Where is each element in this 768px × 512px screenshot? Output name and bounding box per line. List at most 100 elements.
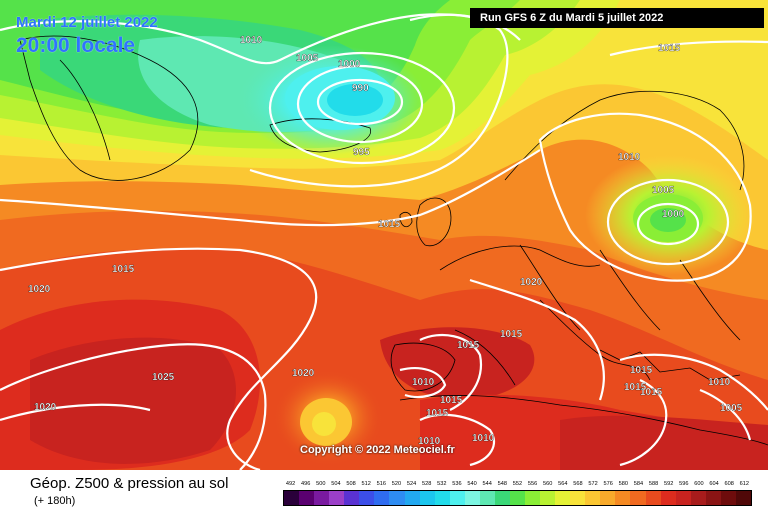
legend-value: 536 <box>452 481 462 487</box>
legend-value: 560 <box>543 481 553 487</box>
pressure-label: 1015 <box>500 329 523 340</box>
legend-swatch <box>344 491 360 505</box>
pressure-label: 1010 <box>618 152 641 163</box>
forecast-time: 20:00 locale <box>16 34 136 57</box>
legend-swatch <box>630 491 646 505</box>
legend-color-bar <box>283 490 752 506</box>
pressure-label: 1010 <box>418 436 441 447</box>
legend-swatch <box>479 491 495 505</box>
legend-value: 548 <box>497 481 507 487</box>
legend-swatch <box>359 491 375 505</box>
legend-swatch <box>555 491 571 505</box>
legend-value: 568 <box>573 481 583 487</box>
legend-swatch <box>585 491 601 505</box>
legend-swatch <box>690 491 706 505</box>
pressure-label: 1015 <box>457 340 480 351</box>
pressure-label: 1020 <box>34 402 57 413</box>
map-title: Géop. Z500 & pression au sol <box>30 475 229 492</box>
legend-swatch <box>705 491 721 505</box>
legend-value: 576 <box>603 481 613 487</box>
legend-swatch <box>464 491 480 505</box>
pressure-label: 1000 <box>338 59 361 70</box>
legend-swatch <box>434 491 450 505</box>
pressure-label: 1015 <box>440 395 463 406</box>
pressure-label: 1005 <box>296 53 319 64</box>
legend-value: 524 <box>406 481 417 487</box>
pressure-labels: 1010 1005 1000 990 995 1015 1010 1005 10… <box>28 35 743 447</box>
legend-swatch <box>509 491 525 505</box>
legend-swatch <box>494 491 510 505</box>
legend-value: 500 <box>316 481 326 487</box>
legend-value: 612 <box>739 481 749 487</box>
legend-value: 496 <box>301 481 311 487</box>
legend-value: 552 <box>512 481 523 487</box>
legend-value: 592 <box>664 481 674 487</box>
legend-value: 584 <box>633 481 644 487</box>
pressure-label: 1020 <box>520 277 543 288</box>
legend-swatch <box>735 491 751 505</box>
pressure-label: 1015 <box>112 264 135 275</box>
pressure-label: 995 <box>353 147 370 158</box>
weather-map: 1010 1005 1000 990 995 1015 1010 1005 10… <box>0 0 768 470</box>
pressure-label: 1010 <box>472 433 495 444</box>
legend-value: 580 <box>618 481 628 487</box>
legend-swatch <box>374 491 390 505</box>
legend-value: 528 <box>422 481 432 487</box>
legend-value: 492 <box>285 481 296 487</box>
legend-value: 520 <box>391 481 402 487</box>
legend-value: 504 <box>331 481 341 487</box>
pressure-label: 1000 <box>662 209 685 220</box>
legend-swatch <box>600 491 616 505</box>
pressure-label: 1010 <box>412 377 435 388</box>
legend-swatch <box>540 491 556 505</box>
pressure-label: 1015 <box>658 43 681 54</box>
legend-swatch <box>329 491 345 505</box>
forecast-lead-time: (+ 180h) <box>34 495 76 507</box>
legend-swatch <box>525 491 541 505</box>
legend-value: 588 <box>648 481 659 487</box>
pressure-label: 1005 <box>720 403 743 414</box>
legend-value: 600 <box>694 481 704 487</box>
pressure-label: 1020 <box>292 368 315 379</box>
legend-value: 540 <box>467 481 477 487</box>
copyright-notice: Copyright © 2022 Meteociel.fr <box>300 444 455 456</box>
pressure-label: 990 <box>352 83 369 94</box>
legend-swatch <box>314 491 330 505</box>
legend-value: 596 <box>679 481 689 487</box>
legend-value: 572 <box>588 481 598 487</box>
geopotential-field <box>0 0 768 470</box>
legend-swatch <box>660 491 676 505</box>
pressure-label: 1015 <box>624 382 647 393</box>
legend-swatch <box>389 491 405 505</box>
pressure-label: 1015 <box>378 219 401 230</box>
pressure-label: 1015 <box>640 387 663 398</box>
legend-labels: 492 496 500 504 508 512 516 520 524 528 532 536 540 5… <box>283 479 752 490</box>
model-run-label: Run GFS 6 Z du Mardi 5 juillet 2022 <box>470 8 764 28</box>
forecast-date: Mardi 12 juillet 2022 <box>16 14 158 31</box>
legend-swatch <box>645 491 661 505</box>
pressure-label: 1010 <box>708 377 731 388</box>
pressure-label: 1010 <box>240 35 263 46</box>
legend-swatch <box>675 491 691 505</box>
legend-value: 512 <box>361 481 371 487</box>
pressure-label: 1005 <box>652 185 675 196</box>
legend-value: 608 <box>724 481 734 487</box>
legend-swatch <box>449 491 465 505</box>
legend-value: 556 <box>527 481 538 487</box>
legend-swatch <box>720 491 736 505</box>
legend-value: 508 <box>346 481 356 487</box>
legend-swatch <box>570 491 586 505</box>
legend-value: 532 <box>437 481 447 487</box>
legend-value: 564 <box>558 481 568 487</box>
color-scale-legend: 492 496 500 504 508 512 516 520 524 528 532 536 540 5… <box>283 479 752 506</box>
legend-value: 604 <box>709 481 719 487</box>
legend-swatch <box>404 491 420 505</box>
pressure-label: 1020 <box>28 284 51 295</box>
legend-swatch <box>419 491 435 505</box>
pressure-label: 1015 <box>630 365 653 376</box>
pressure-label: 1015 <box>426 408 449 419</box>
legend-swatch <box>615 491 631 505</box>
pressure-label: 1025 <box>152 372 175 383</box>
legend-swatch <box>284 491 300 505</box>
legend-value: 544 <box>482 481 492 487</box>
